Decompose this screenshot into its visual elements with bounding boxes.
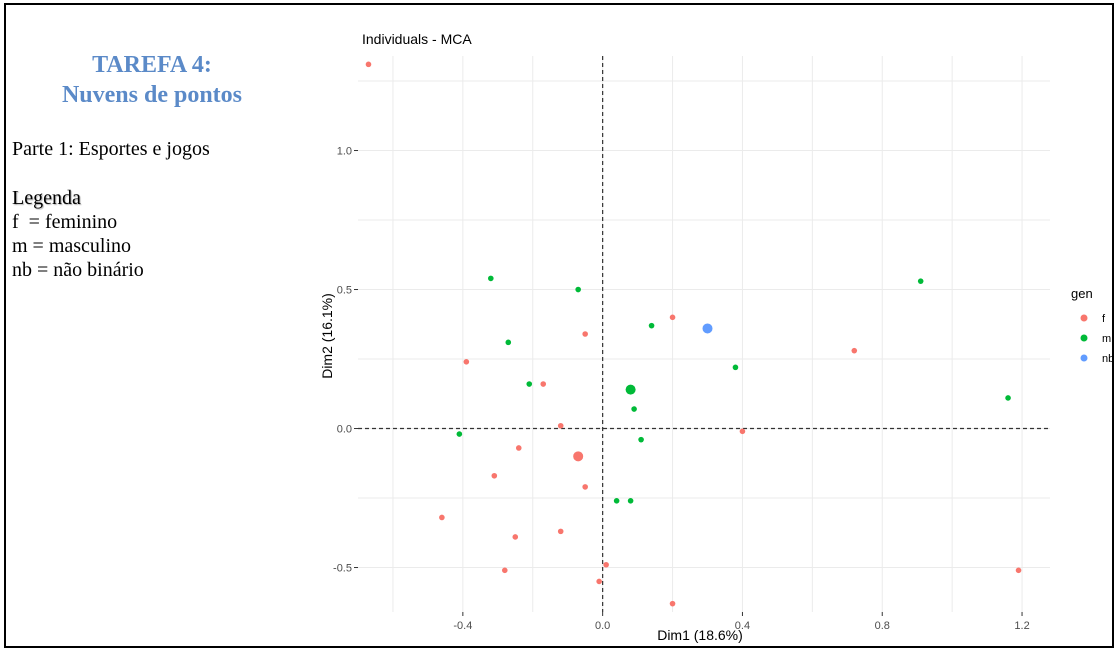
x-tick-label: 0.0 bbox=[595, 620, 610, 632]
data-point-m bbox=[505, 339, 512, 346]
reference-lines bbox=[358, 56, 1050, 612]
legend-label-f: f bbox=[1102, 313, 1106, 325]
centroid-point-f bbox=[573, 451, 584, 462]
data-point-f bbox=[582, 484, 588, 490]
data-point-f bbox=[1015, 567, 1022, 574]
data-point-f bbox=[596, 578, 602, 585]
data-point-m bbox=[613, 498, 620, 504]
chart-legend: gen fm nb bbox=[1071, 286, 1114, 365]
data-point-f bbox=[557, 528, 564, 535]
data-point-f bbox=[512, 534, 519, 540]
x-tick-label: 0.4 bbox=[735, 620, 750, 632]
legend-label-nb: nb bbox=[1102, 353, 1114, 365]
data-point-f bbox=[669, 314, 676, 321]
y-tick-label: -0.5 bbox=[333, 563, 352, 575]
data-point-f bbox=[365, 61, 372, 68]
axes: -0.4 0.0 0.4 0.8 1.2 -0.5 0.0 0.5 1.0 bbox=[333, 146, 1030, 632]
data-point-m bbox=[648, 322, 655, 329]
left-text-panel: TAREFA 4: Nuvens de pontos Parte 1: Espo… bbox=[12, 50, 312, 282]
grid-lines bbox=[358, 56, 1050, 612]
data-point-f bbox=[851, 347, 858, 354]
data-point-m bbox=[917, 278, 924, 284]
title-line-2: Nuvens de pontos bbox=[61, 82, 243, 108]
legend-key-m bbox=[1080, 334, 1088, 342]
data-point-m bbox=[526, 381, 533, 387]
slide-title: TAREFA 4: Nuvens de pontos bbox=[12, 50, 292, 110]
legend-heading: Legenda bbox=[12, 187, 81, 209]
legend-line-nb: nb = não binário bbox=[12, 259, 144, 281]
data-point-f bbox=[557, 422, 564, 429]
data-point-f bbox=[439, 514, 445, 521]
legend-line-m: m = masculino bbox=[12, 235, 132, 257]
legend-line-f: f = feminino bbox=[12, 211, 118, 233]
data-point-f bbox=[491, 472, 498, 479]
data-point-m bbox=[627, 498, 634, 504]
data-point-f bbox=[540, 381, 547, 387]
legend-key-nb bbox=[1080, 354, 1088, 362]
x-tick-label: 1.2 bbox=[1014, 620, 1029, 632]
data-point-f bbox=[463, 359, 470, 365]
y-tick-label: 0.5 bbox=[337, 285, 352, 297]
data-point-m bbox=[638, 436, 644, 443]
y-tick-label: 1.0 bbox=[337, 146, 352, 158]
slide-frame bbox=[4, 3, 1114, 648]
data-point-f bbox=[739, 428, 746, 435]
data-point-f bbox=[669, 600, 676, 607]
slide-subtitle: Parte 1: Esportes e jogos bbox=[12, 138, 210, 160]
centroid-point-m bbox=[625, 384, 636, 395]
data-points bbox=[365, 61, 1022, 607]
data-point-m bbox=[732, 364, 739, 371]
x-tick-label: 0.8 bbox=[875, 620, 890, 632]
data-point-f bbox=[582, 331, 588, 337]
data-point-m bbox=[575, 286, 581, 293]
data-point-f bbox=[603, 561, 609, 568]
data-point-m bbox=[456, 431, 463, 437]
data-point-f bbox=[501, 567, 508, 574]
centroid-point-nb bbox=[702, 323, 713, 334]
x-tick-label: -0.4 bbox=[453, 620, 472, 632]
legend-title: gen bbox=[1071, 286, 1093, 301]
data-point-m bbox=[1005, 395, 1011, 401]
data-point-f bbox=[515, 445, 522, 451]
data-point-m bbox=[631, 406, 637, 412]
y-axis-label: Dim2 (16.1%) bbox=[319, 293, 335, 379]
y-tick-label: 0.0 bbox=[337, 424, 352, 436]
x-axis-label: Dim1 (18.6%) bbox=[657, 627, 743, 643]
title-line-1: TAREFA 4: bbox=[92, 52, 212, 78]
chart-title: Individuals - MCA bbox=[362, 31, 472, 47]
legend-key-f bbox=[1080, 314, 1088, 322]
legend-label-m: m bbox=[1102, 333, 1111, 345]
data-point-m bbox=[488, 275, 494, 282]
